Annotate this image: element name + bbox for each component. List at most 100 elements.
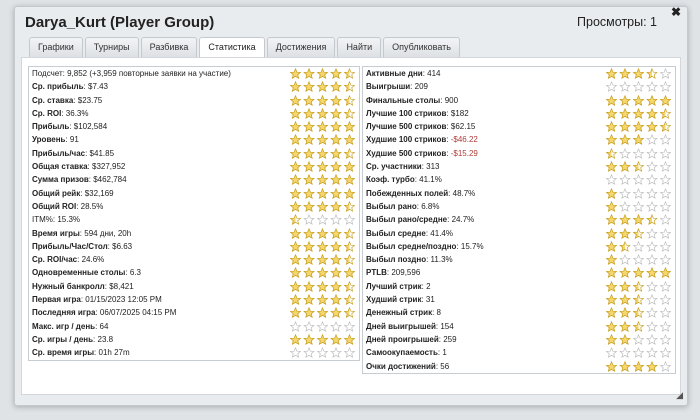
tab-2[interactable]: Разбивка	[140, 37, 198, 57]
stat-row: Ср. ROI/час: 24.6%	[29, 253, 359, 266]
stat-label: Общий рейк	[32, 188, 81, 198]
rating-stars-icon	[605, 254, 672, 265]
close-icon[interactable]: ✖	[670, 5, 681, 19]
star-icon	[659, 214, 672, 226]
star-icon	[605, 121, 618, 133]
star-icon	[619, 307, 631, 319]
rating	[289, 306, 357, 319]
tab-4[interactable]: Достижения	[266, 37, 336, 57]
star-icon	[619, 240, 631, 252]
stat-label: Сумма призов	[32, 175, 89, 185]
star-icon	[330, 254, 342, 265]
stat-value: 06/07/2025 04:15 PM	[97, 308, 177, 318]
stat-row: Коэф. турбо: 41.1%	[363, 173, 675, 186]
star-icon	[646, 254, 658, 265]
stat-value: 1	[440, 348, 447, 358]
rating-stars-icon	[289, 200, 356, 212]
stat-text: Ср. участники: 313	[366, 162, 440, 172]
stat-value: 313	[423, 162, 440, 172]
stat-value: 91	[67, 135, 79, 145]
rating-stars-icon	[605, 240, 672, 252]
resize-handle-icon[interactable]: ◢	[676, 390, 683, 400]
star-icon	[659, 81, 672, 93]
star-icon	[619, 187, 631, 199]
star-icon	[343, 280, 356, 292]
stat-text: Лучшие 100 стриков: $182	[366, 108, 469, 118]
stat-value: $41.85	[87, 148, 115, 158]
stat-row: Общая ставка: $327,952	[29, 160, 359, 173]
star-icon	[605, 227, 618, 239]
star-icon	[646, 333, 658, 345]
star-icon	[646, 307, 658, 319]
stat-row: Лучший стрик: 2	[363, 280, 675, 293]
stat-value: 48.7%	[450, 188, 476, 198]
star-icon	[289, 254, 302, 265]
stat-label: Лучшие 500 стриков	[366, 122, 447, 132]
rating-stars-icon	[289, 174, 356, 186]
star-icon	[605, 147, 618, 159]
star-icon	[659, 320, 672, 332]
star-icon	[619, 81, 631, 93]
star-icon	[632, 214, 645, 226]
star-icon	[646, 68, 658, 79]
stat-text: Нужный банкролл: $8,421	[32, 281, 134, 291]
rating-stars-icon	[289, 267, 356, 279]
tab-0[interactable]: Графики	[29, 37, 83, 57]
stat-label: Ср. участники	[366, 162, 422, 172]
rating	[605, 200, 673, 213]
stat-text: Финальные столы: 900	[366, 95, 459, 105]
star-icon	[619, 347, 631, 359]
rating-stars-icon	[605, 68, 672, 79]
rating-stars-icon	[605, 347, 672, 359]
star-icon	[646, 294, 658, 305]
star-icon	[303, 81, 315, 93]
rating	[289, 107, 357, 120]
rating	[605, 227, 673, 240]
star-icon	[659, 294, 672, 305]
stat-row: Ср. ставка: $23.75	[29, 94, 359, 107]
stat-value: $8,421	[107, 281, 134, 291]
stat-row: Одновременные столы: 6.3	[29, 266, 359, 279]
stat-label: Худшие 500 стриков	[366, 148, 447, 158]
tab-6[interactable]: Опубликовать	[383, 37, 460, 57]
stat-label: Ср. прибыль	[32, 82, 84, 92]
star-icon	[605, 161, 618, 172]
star-icon	[303, 147, 315, 159]
stat-value: 209,596	[389, 268, 421, 278]
star-icon	[289, 333, 302, 345]
star-icon	[330, 134, 342, 146]
star-icon	[343, 214, 356, 226]
star-icon	[605, 254, 618, 265]
stat-label: Дней проигрышей	[366, 334, 439, 344]
stat-row: Общий рейк: $32,169	[29, 187, 359, 200]
stat-label: Общая ставка	[32, 162, 88, 172]
star-icon	[619, 294, 631, 305]
stat-value: 31	[423, 295, 435, 305]
star-icon	[619, 333, 631, 345]
tab-3[interactable]: Статистика	[199, 37, 265, 58]
stat-value: 15.3%	[55, 215, 81, 225]
star-icon	[632, 347, 645, 359]
stat-text: Коэф. турбо: 41.1%	[366, 175, 442, 185]
stat-text: Активные дни: 414	[366, 69, 441, 78]
rating-stars-icon	[289, 333, 356, 345]
rating-stars-icon	[605, 94, 672, 106]
star-icon	[303, 227, 315, 239]
stats-window: Darya_Kurt (Player Group) Просмотры: 1 ✖…	[14, 5, 688, 406]
stat-label: Ср. время игры	[32, 348, 95, 358]
star-icon	[632, 200, 645, 212]
star-icon	[303, 134, 315, 146]
star-icon	[619, 227, 631, 239]
star-icon	[289, 107, 302, 119]
star-icon	[605, 94, 618, 106]
stat-row: Ср. время игры: 01h 27m	[29, 346, 359, 359]
stat-value: $7.43	[85, 82, 109, 92]
star-icon	[605, 81, 618, 93]
tab-1[interactable]: Турниры	[84, 37, 139, 57]
rating-stars-icon	[605, 161, 672, 172]
star-icon	[632, 254, 645, 265]
star-icon	[289, 121, 302, 133]
tab-5[interactable]: Найти	[337, 37, 382, 57]
rating	[289, 280, 357, 293]
stat-text: Очки достижений: 56	[366, 361, 450, 371]
